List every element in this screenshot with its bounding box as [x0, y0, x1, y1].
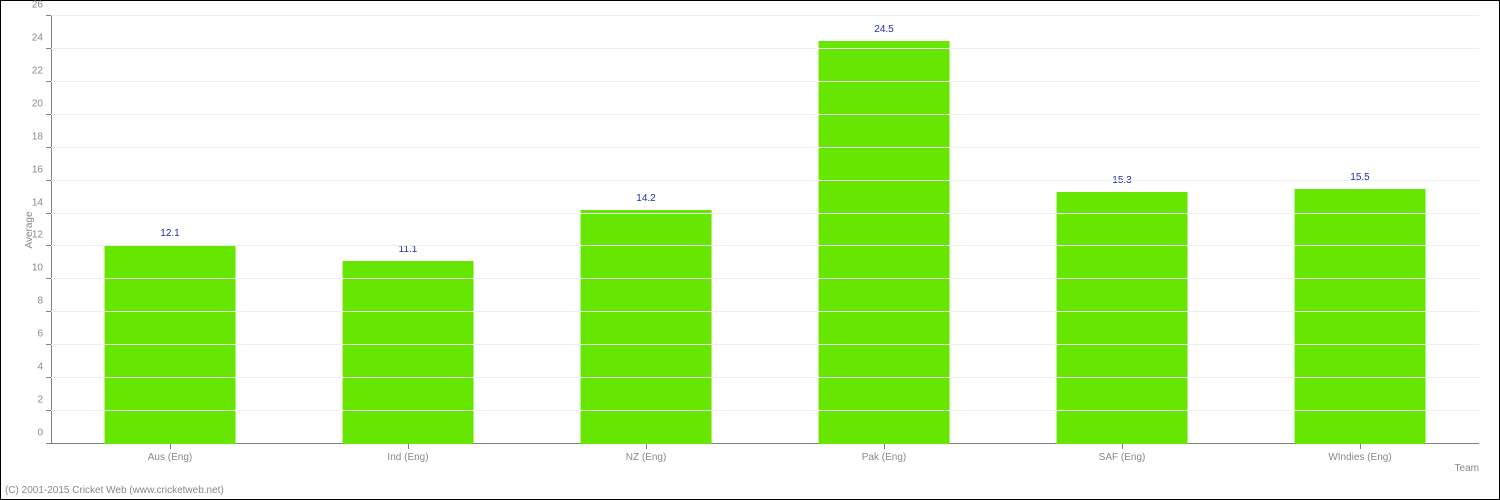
bar: 15.3	[1057, 192, 1188, 444]
ytick-label: 18	[32, 131, 43, 142]
ytick	[46, 311, 51, 312]
xtick-label: SAF (Eng)	[1099, 452, 1146, 463]
bar-value-label: 14.2	[636, 193, 655, 204]
gridline	[51, 114, 1479, 115]
ytick	[46, 147, 51, 148]
gridline	[51, 147, 1479, 148]
gridline	[51, 15, 1479, 16]
gridline	[51, 311, 1479, 312]
bar-value-label: 15.3	[1112, 175, 1131, 186]
xtick	[1360, 444, 1361, 449]
xtick-label: NZ (Eng)	[626, 452, 667, 463]
bar: 15.5	[1295, 189, 1426, 444]
xtick-label: Ind (Eng)	[387, 452, 428, 463]
gridline	[51, 278, 1479, 279]
ytick	[46, 410, 51, 411]
gridline	[51, 344, 1479, 345]
ytick-label: 4	[37, 362, 43, 373]
ytick-label: 10	[32, 263, 43, 274]
ytick	[46, 81, 51, 82]
gridline	[51, 81, 1479, 82]
bar: 11.1	[343, 261, 474, 444]
chart-container: Average Team 12.1Aus (Eng)11.1Ind (Eng)1…	[0, 0, 1500, 500]
gridline	[51, 213, 1479, 214]
ytick-label: 22	[32, 65, 43, 76]
ytick-label: 16	[32, 164, 43, 175]
x-axis-title: Team	[1455, 463, 1479, 474]
ytick-label: 14	[32, 197, 43, 208]
ytick-label: 6	[37, 329, 43, 340]
xtick-label: Pak (Eng)	[862, 452, 906, 463]
xtick-label: WIndies (Eng)	[1328, 452, 1391, 463]
ytick-label: 24	[32, 32, 43, 43]
ytick	[46, 180, 51, 181]
xtick	[1122, 444, 1123, 449]
ytick-label: 26	[32, 0, 43, 11]
ytick	[46, 344, 51, 345]
bar: 24.5	[819, 41, 950, 444]
bar-value-label: 12.1	[160, 228, 179, 239]
bar-value-label: 15.5	[1350, 172, 1369, 183]
gridline	[51, 410, 1479, 411]
ytick	[46, 377, 51, 378]
ytick-label: 0	[37, 428, 43, 439]
xtick	[408, 444, 409, 449]
ytick	[46, 48, 51, 49]
ytick	[46, 245, 51, 246]
xtick	[884, 444, 885, 449]
ytick-label: 20	[32, 98, 43, 109]
ytick	[46, 443, 51, 444]
plot-area: Average Team 12.1Aus (Eng)11.1Ind (Eng)1…	[51, 16, 1479, 444]
xtick	[170, 444, 171, 449]
ytick	[46, 15, 51, 16]
ytick-label: 12	[32, 230, 43, 241]
xtick-label: Aus (Eng)	[148, 452, 192, 463]
gridline	[51, 48, 1479, 49]
xtick	[646, 444, 647, 449]
gridline	[51, 245, 1479, 246]
ytick-label: 8	[37, 296, 43, 307]
copyright-text: (C) 2001-2015 Cricket Web (www.cricketwe…	[5, 485, 224, 496]
ytick	[46, 278, 51, 279]
ytick-label: 2	[37, 395, 43, 406]
ytick	[46, 213, 51, 214]
bar-value-label: 24.5	[874, 24, 893, 35]
gridline	[51, 377, 1479, 378]
ytick	[46, 114, 51, 115]
gridline	[51, 180, 1479, 181]
